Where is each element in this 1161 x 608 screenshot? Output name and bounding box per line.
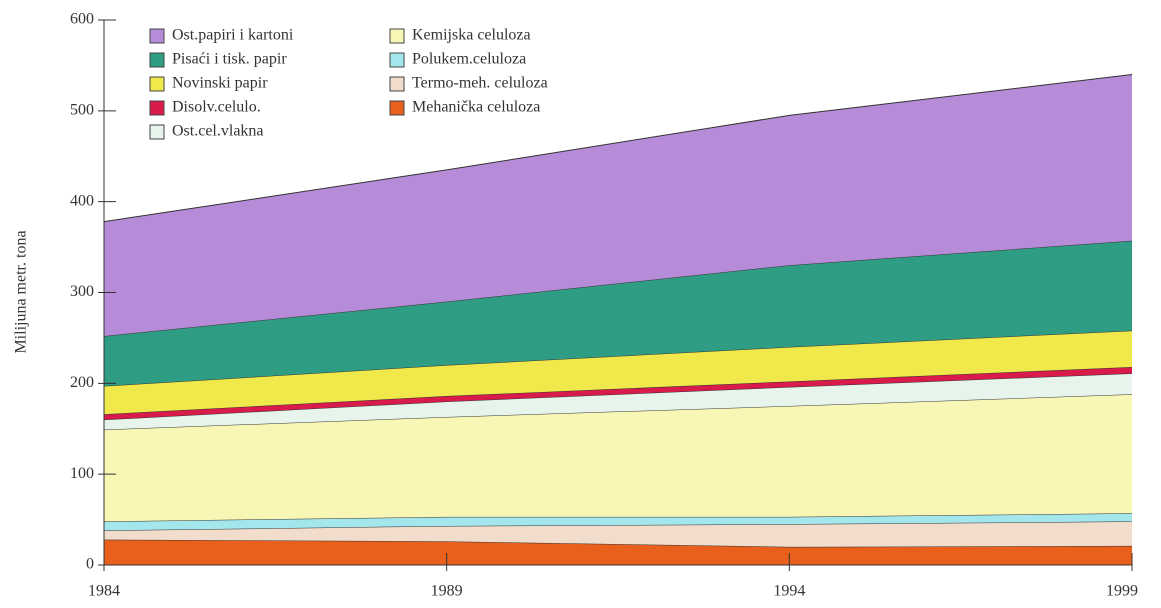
area-edge: [103, 74, 1133, 223]
legend-swatch: [149, 28, 165, 44]
area: [104, 330, 1132, 415]
y-tick-label: 500: [70, 102, 94, 119]
x-tick-label: 1989: [431, 583, 463, 600]
legend-label: Polukem.celuloza: [412, 51, 526, 68]
area: [104, 521, 1132, 547]
area-edge: [103, 372, 1133, 421]
legend-swatch: [149, 52, 165, 68]
y-tick-label: 0: [86, 556, 94, 573]
area: [104, 74, 1132, 337]
y-tick-label: 100: [70, 465, 94, 482]
legend-label: Pisaći i tisk. papir: [172, 51, 287, 68]
legend-swatch: [149, 100, 165, 116]
legend-label: Ost.papiri i kartoni: [172, 27, 294, 44]
legend-label: Disolv.celulo.: [172, 99, 261, 116]
legend-swatch: [389, 52, 405, 68]
legend-label: Mehanička celuloza: [412, 99, 540, 116]
legend-label: Ost.cel.vlakna: [172, 123, 264, 140]
y-tick-label: 300: [70, 283, 94, 300]
y-tick-label: 400: [70, 192, 94, 209]
legend-swatch: [389, 76, 405, 92]
legend-swatch: [389, 28, 405, 44]
legend-label: Kemijska celuloza: [412, 27, 531, 44]
legend-label: Termo-meh. celuloza: [412, 75, 548, 92]
y-axis-label: Milijuna metr. tona: [13, 230, 30, 353]
legend-swatch: [389, 100, 405, 116]
y-tick-label: 600: [70, 11, 94, 28]
area: [104, 539, 1132, 565]
area: [104, 240, 1132, 387]
x-tick-label: 1994: [773, 583, 805, 600]
legend-label: Novinski papir: [172, 75, 268, 92]
area: [104, 394, 1132, 522]
legend-swatch: [149, 76, 165, 92]
legend-swatch: [149, 124, 165, 140]
area: [104, 366, 1132, 420]
x-tick-label: 1999: [1106, 583, 1138, 600]
y-tick-label: 200: [70, 374, 94, 391]
area: [104, 373, 1132, 430]
area-edge: [103, 330, 1133, 387]
area: [104, 513, 1132, 531]
x-tick-label: 1984: [88, 583, 120, 600]
